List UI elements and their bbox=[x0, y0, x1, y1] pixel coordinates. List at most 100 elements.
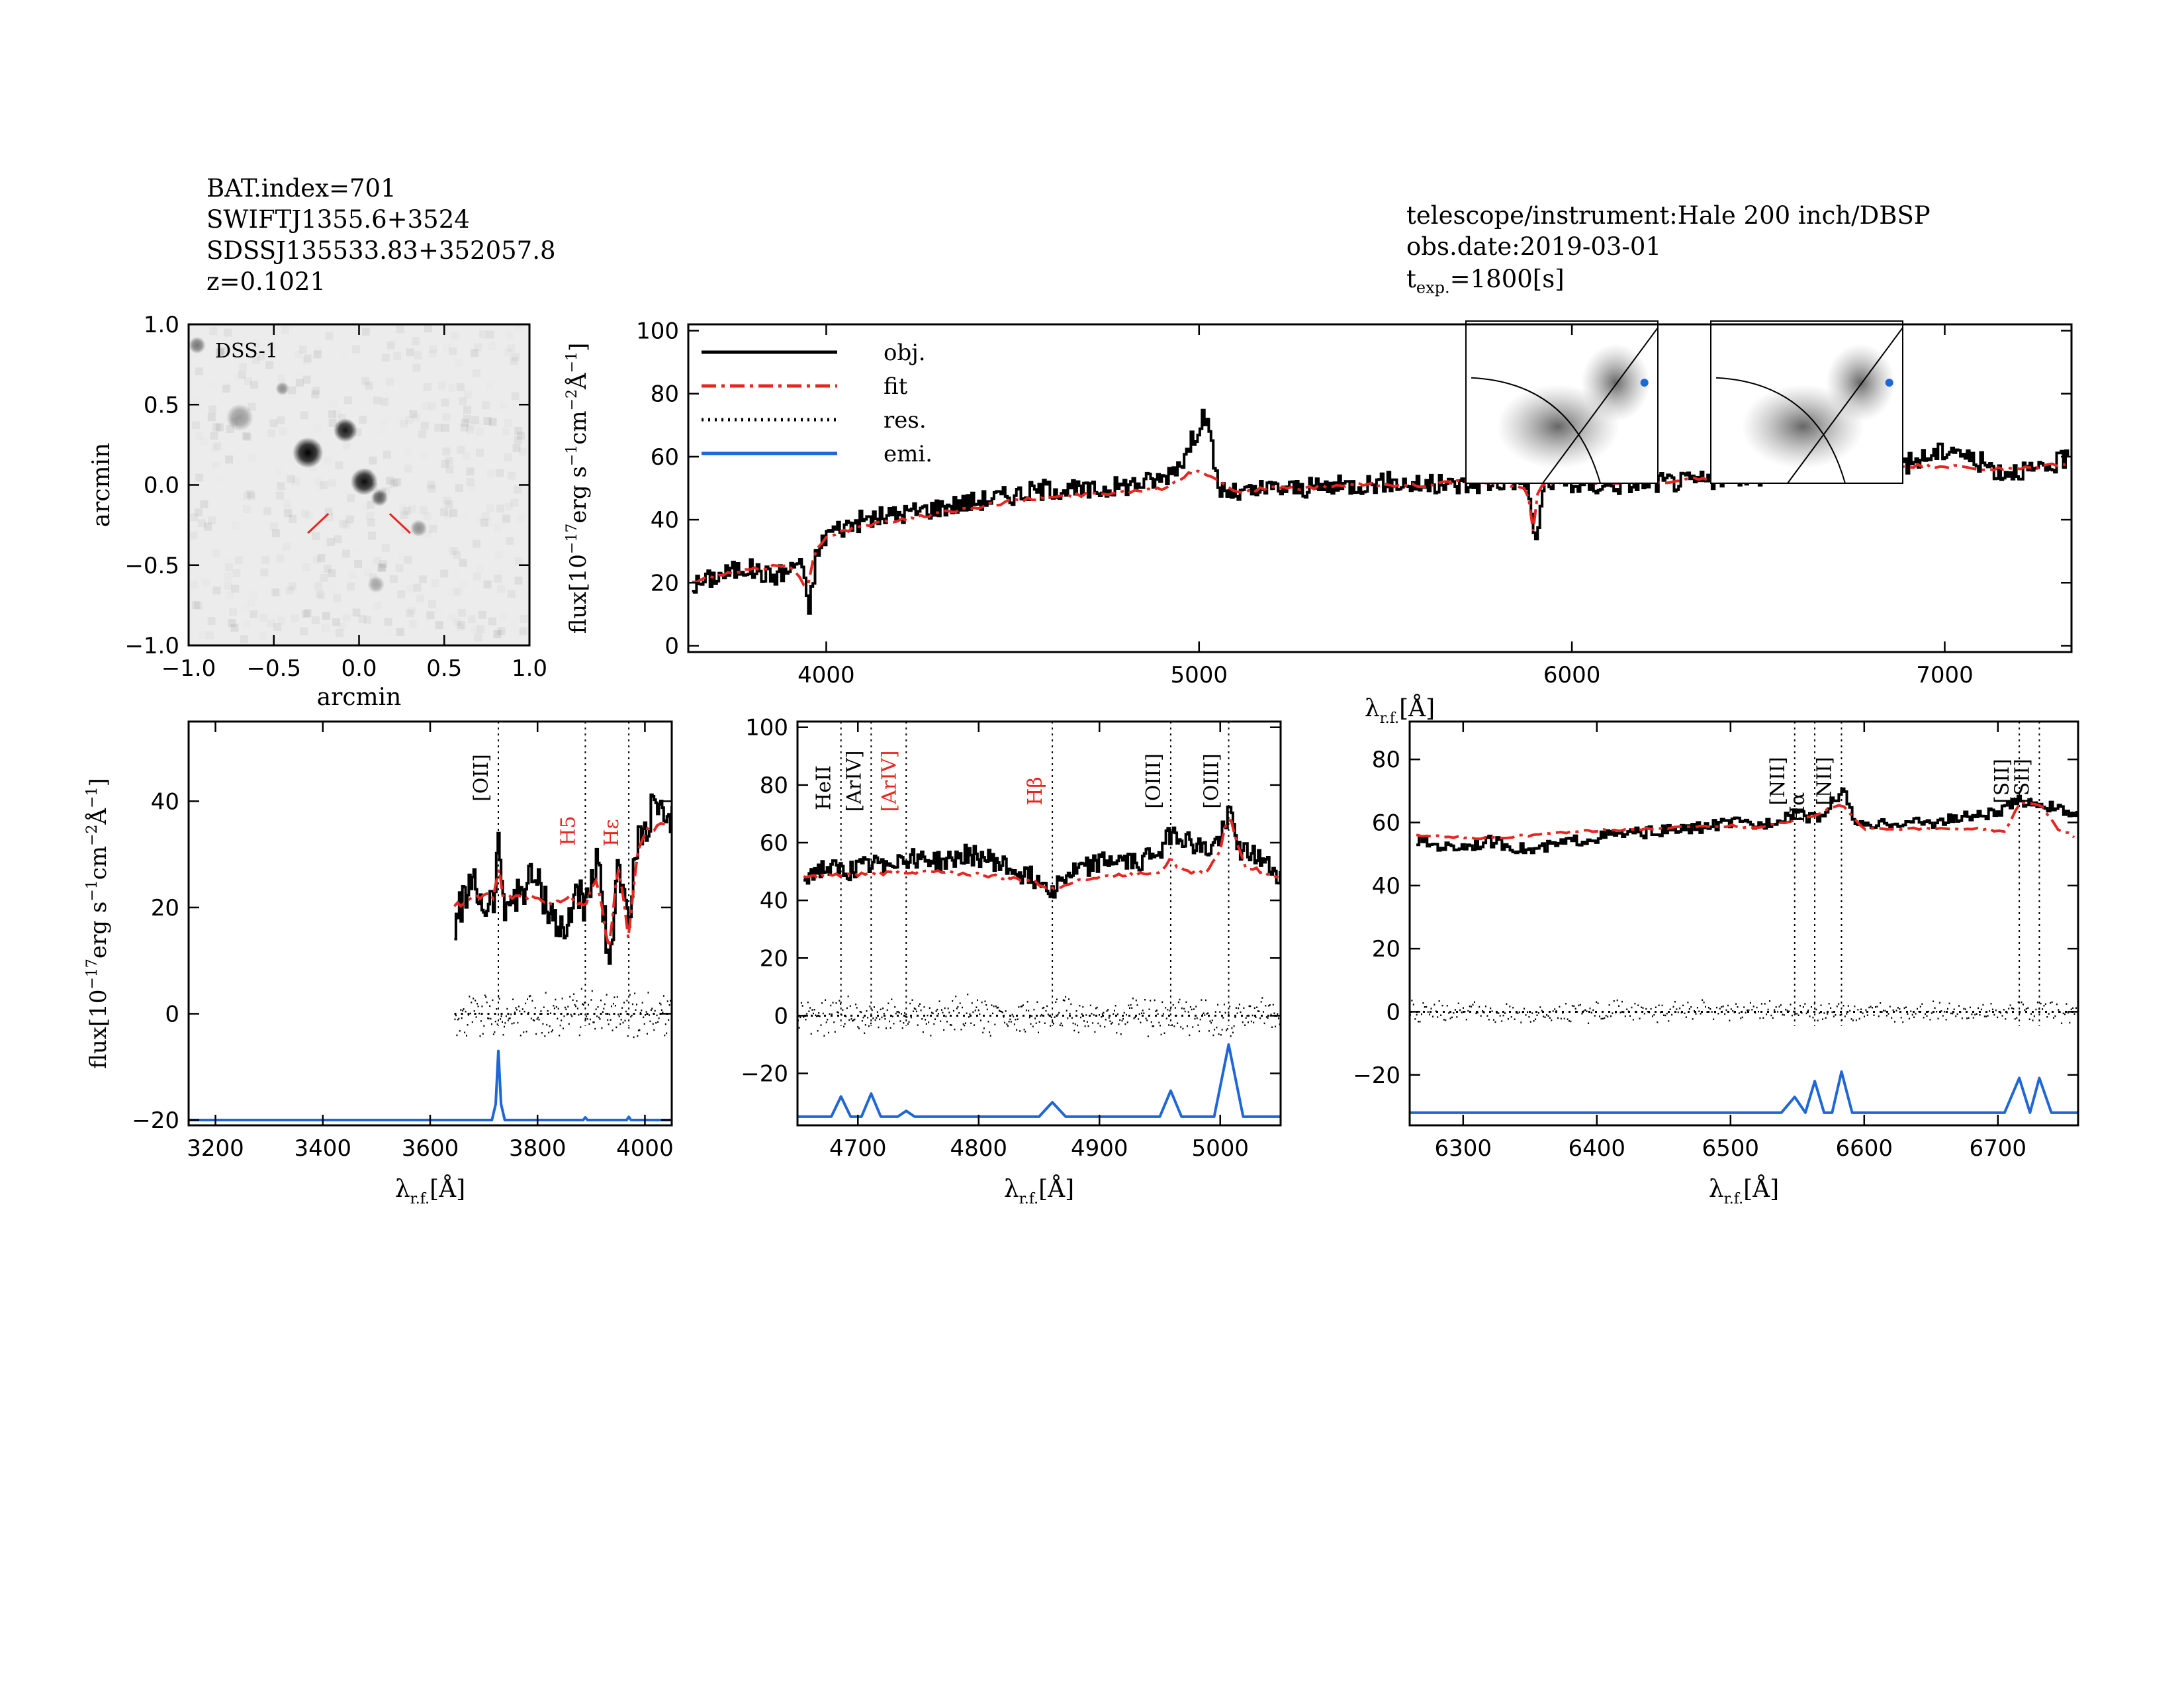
image-noise-pixel bbox=[504, 453, 512, 461]
image-noise-pixel bbox=[389, 575, 398, 584]
image-noise-pixel bbox=[320, 481, 328, 489]
image-noise-pixel bbox=[354, 559, 363, 568]
x-tick-label: 6000 bbox=[1543, 662, 1601, 688]
legend-label: fit bbox=[884, 373, 908, 400]
image-noise-pixel bbox=[333, 594, 341, 602]
image-noise-pixel bbox=[434, 424, 443, 432]
image-noise-pixel bbox=[514, 426, 523, 435]
image-noise-pixel bbox=[414, 351, 422, 359]
emission-line-label: [OIII] bbox=[1201, 753, 1224, 809]
image-noise-pixel bbox=[243, 505, 251, 513]
image-noise-pixel bbox=[334, 535, 342, 543]
image-noise-pixel bbox=[358, 615, 367, 624]
image-noise-pixel bbox=[190, 581, 198, 588]
image-noise-pixel bbox=[404, 465, 412, 473]
legend-label: res. bbox=[884, 407, 927, 434]
image-noise-pixel bbox=[520, 615, 527, 623]
image-noise-pixel bbox=[312, 532, 320, 541]
image-source bbox=[410, 520, 428, 537]
image-noise-pixel bbox=[397, 590, 406, 598]
image-noise-pixel bbox=[276, 561, 284, 569]
image-noise-pixel bbox=[426, 611, 435, 620]
y-tick-label: −1.0 bbox=[124, 633, 179, 659]
image-noise-pixel bbox=[317, 553, 326, 562]
target-marker-line bbox=[388, 513, 411, 534]
image-noise-pixel bbox=[469, 485, 477, 492]
image-noise-pixel bbox=[343, 396, 352, 404]
image-noise-pixel bbox=[212, 423, 221, 432]
image-noise-pixel bbox=[502, 428, 510, 436]
image-noise-pixel bbox=[428, 485, 435, 493]
image-noise-pixel bbox=[406, 348, 414, 357]
bpt-density-blob bbox=[1581, 344, 1651, 422]
x-tick-label: 6600 bbox=[1836, 1135, 1893, 1162]
image-noise-pixel bbox=[497, 585, 505, 593]
image-noise-pixel bbox=[455, 588, 463, 596]
image-noise-pixel bbox=[316, 483, 324, 491]
dss-image-panel: −1.0 −0.5 0.0 0.5 1.0 −1.0 −0.5 0.0 0.5 1.0 DSS-1 a… bbox=[88, 312, 547, 711]
image-noise-pixel bbox=[283, 543, 291, 551]
image-noise-pixel bbox=[514, 577, 523, 585]
image-noise-pixel bbox=[243, 492, 251, 500]
image-noise-pixel bbox=[240, 635, 248, 643]
object-series-line bbox=[1416, 787, 2078, 855]
image-noise-pixel bbox=[493, 630, 502, 639]
full-spectrum-frame bbox=[687, 323, 2073, 653]
y-tick-label: −0.5 bbox=[124, 553, 179, 579]
image-noise-pixel bbox=[397, 553, 405, 561]
image-noise-pixel bbox=[359, 415, 367, 424]
image-noise-pixel bbox=[265, 361, 274, 369]
image-noise-pixel bbox=[313, 350, 322, 359]
image-noise-pixel bbox=[249, 591, 257, 599]
y-tick-label: 100 bbox=[745, 715, 788, 741]
fit-series-line bbox=[803, 819, 1279, 890]
image-noise-pixel bbox=[294, 369, 302, 377]
emission-line-label: [ArIV] bbox=[842, 751, 866, 812]
image-noise-pixel bbox=[195, 508, 203, 517]
image-noise-pixel bbox=[402, 507, 411, 516]
image-noise-pixel bbox=[373, 602, 381, 610]
image-noise-pixel bbox=[464, 391, 472, 399]
image-noise-pixel bbox=[516, 324, 523, 332]
image-noise-pixel bbox=[261, 556, 269, 564]
y-axis-label: flux[10−17erg s−1cm−2Å−1] bbox=[564, 343, 592, 634]
image-noise-pixel bbox=[518, 629, 526, 637]
image-noise-pixel bbox=[330, 586, 338, 594]
image-noise-pixel bbox=[349, 571, 357, 579]
emission-line-label: [OIII] bbox=[1142, 753, 1165, 809]
image-noise-pixel bbox=[479, 330, 487, 338]
image-noise-pixel bbox=[451, 547, 459, 555]
hbeta-zoom-panel: 4700 4800 4900 5000 −20 0 20 40 60 80 100 λr.f.[Å] H… bbox=[741, 715, 1282, 1207]
image-noise-pixel bbox=[474, 633, 482, 641]
image-noise-pixel bbox=[225, 563, 233, 571]
image-noise-pixel bbox=[303, 354, 312, 363]
image-noise-pixel bbox=[250, 610, 258, 618]
image-noise-pixel bbox=[441, 399, 449, 407]
image-noise-pixel bbox=[225, 455, 234, 464]
y-tick-label: 80 bbox=[1372, 747, 1400, 773]
y-tick-label: 0 bbox=[165, 1001, 179, 1027]
y-tick-label: 60 bbox=[760, 830, 788, 857]
image-noise-pixel bbox=[496, 469, 504, 477]
image-noise-pixel bbox=[413, 363, 421, 371]
image-noise-pixel bbox=[212, 461, 220, 469]
image-noise-pixel bbox=[511, 392, 520, 400]
x-tick-label: 4700 bbox=[829, 1135, 887, 1162]
image-noise-pixel bbox=[382, 544, 390, 552]
image-noise-pixel bbox=[483, 580, 492, 588]
y-tick-label: 20 bbox=[760, 945, 788, 972]
image-noise-pixel bbox=[486, 504, 494, 512]
image-noise-pixel bbox=[213, 442, 221, 450]
image-noise-pixel bbox=[291, 614, 299, 622]
image-noise-pixel bbox=[440, 508, 449, 516]
emission-line-label: [NII] bbox=[1813, 757, 1836, 805]
image-noise-pixel bbox=[210, 432, 218, 440]
image-noise-pixel bbox=[222, 385, 230, 393]
image-noise-pixel bbox=[232, 522, 240, 530]
image-noise-pixel bbox=[410, 577, 418, 585]
image-noise-pixel bbox=[228, 619, 236, 628]
image-source bbox=[350, 468, 378, 496]
emission-line-label: HeII bbox=[813, 765, 836, 810]
x-tick-label: 4000 bbox=[797, 662, 855, 688]
